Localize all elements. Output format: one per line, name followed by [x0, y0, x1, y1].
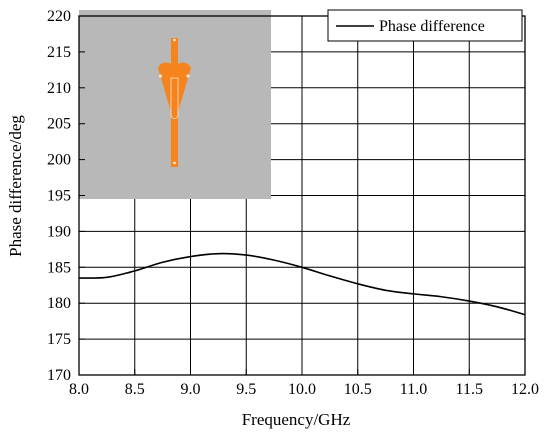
y-tick-label: 205 [47, 116, 71, 133]
y-tick-label: 215 [47, 44, 71, 61]
x-tick-label: 10.5 [344, 381, 372, 398]
x-tick-label: 10.0 [288, 381, 316, 398]
antenna-left-arm [158, 62, 175, 122]
antenna-inset-image [79, 10, 271, 199]
series-layer [78, 252, 526, 316]
legend-label: Phase difference [379, 18, 485, 35]
y-tick-label: 220 [47, 8, 71, 25]
tick-labels: 8.0 8.5 9.0 9.5 10.0 10.5 11.0 11.5 12.0 170 175 18… [47, 8, 539, 398]
y-tick-label: 210 [47, 80, 71, 97]
x-tick-label: 12.0 [511, 381, 539, 398]
antenna-via [158, 74, 163, 78]
y-tick-label: 200 [47, 152, 71, 169]
antenna-via [173, 38, 176, 42]
antenna-via [173, 161, 176, 165]
x-tick-label: 11.0 [400, 381, 427, 398]
antenna-via [186, 74, 190, 78]
y-tick-label: 185 [47, 259, 71, 276]
legend: Phase difference [327, 9, 523, 42]
x-tick-label: 9.0 [181, 381, 201, 398]
series-line-phase-difference [78, 252, 526, 316]
y-tick-label: 170 [47, 367, 71, 384]
x-axis-title: Frequency/GHz [242, 410, 351, 429]
antenna-feed-line [171, 38, 178, 167]
plot-border [78, 15, 526, 376]
x-tick-label: 9.5 [236, 381, 256, 398]
antenna-slot-outline [170, 77, 179, 119]
y-axis-title: Phase difference/deg [6, 115, 25, 257]
x-tick-label: 11.5 [456, 381, 483, 398]
x-tick-label: 8.5 [125, 381, 145, 398]
plot-frame [78, 15, 526, 376]
y-tick-label: 195 [47, 188, 71, 205]
antenna-right-arm [174, 62, 191, 122]
x-tick-label: 8.0 [69, 381, 89, 398]
y-tick-label: 180 [47, 295, 71, 312]
y-tick-label: 175 [47, 331, 71, 348]
y-tick-label: 190 [47, 223, 71, 240]
